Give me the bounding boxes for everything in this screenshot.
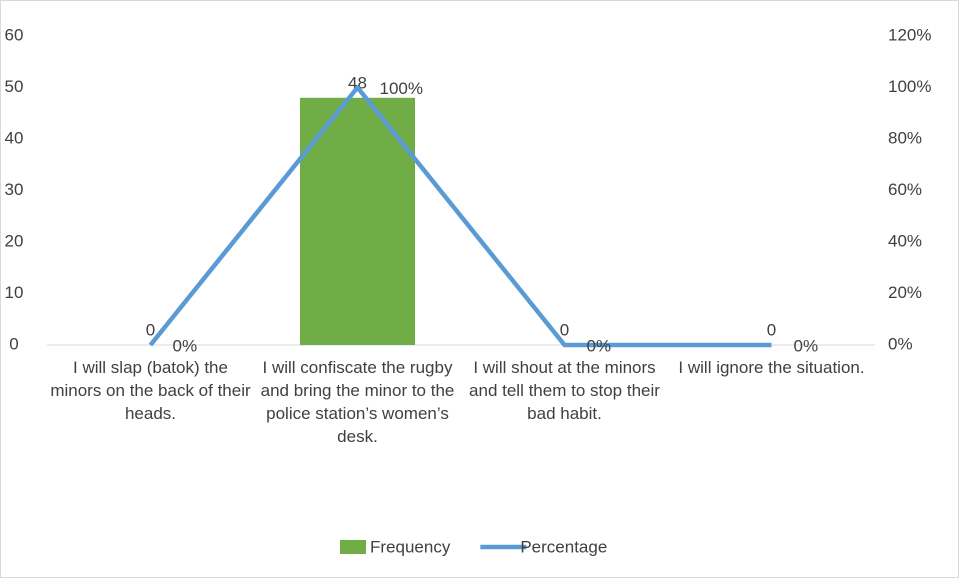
y-tick-label: 40 (5, 128, 24, 147)
y2-tick-label: 60% (888, 180, 922, 199)
y2-tick-label: 120% (888, 25, 931, 44)
y-tick-label: 60 (5, 25, 24, 44)
legend-label: Percentage (520, 537, 607, 556)
x-tick-label-box: I will ignore the situation. (678, 358, 865, 377)
y-tick-label: 20 (5, 231, 24, 250)
bar (300, 97, 415, 345)
y2-tick-label: 40% (888, 231, 922, 250)
y2-tick-label: 100% (888, 77, 931, 96)
data-label: 0% (173, 336, 198, 355)
legend-swatch (340, 540, 366, 554)
data-label: 0% (587, 336, 612, 355)
legend-label: Frequency (370, 537, 451, 556)
x-tick-label: I will ignore the situation. (678, 358, 865, 377)
data-label: 0 (767, 320, 776, 339)
y2-tick-label: 20% (888, 283, 922, 302)
data-label: 48 (348, 73, 367, 92)
y-tick-label: 30 (5, 180, 24, 199)
line (148, 85, 772, 348)
y2-tick-label: 0% (888, 334, 913, 353)
data-label: 100% (380, 79, 423, 98)
y-tick-label: 0 (9, 334, 18, 353)
x-tick-label: I will shout at the minors and tell them… (469, 358, 660, 423)
data-label: 0 (146, 320, 155, 339)
y-tick-label: 10 (5, 283, 24, 302)
data-label: 0 (560, 320, 569, 339)
x-tick-label-box: I will shout at the minors and tell them… (469, 358, 660, 423)
x-tick-label-box: I will confiscate the rugby and bring th… (260, 358, 455, 446)
x-tick-label: I will confiscate the rugby and bring th… (260, 358, 455, 446)
data-label: 0% (794, 336, 819, 355)
x-tick-label-box: I will slap (batok) the minors on the ba… (50, 358, 251, 423)
x-tick-label: I will slap (batok) the minors on the ba… (50, 358, 251, 423)
y-tick-label: 50 (5, 77, 24, 96)
y2-tick-label: 80% (888, 128, 922, 147)
